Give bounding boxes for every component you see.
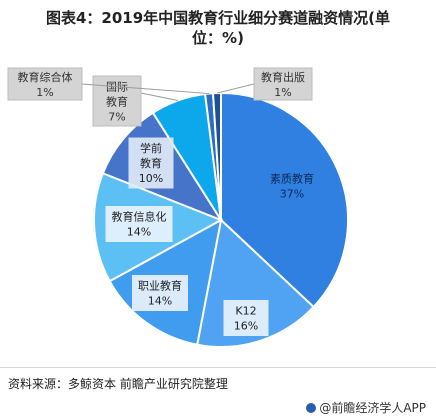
chart-title-line2: 位：%)	[192, 29, 244, 47]
chart-title-line1: 图表4：2019年中国教育行业细分赛道融资情况(单	[45, 9, 391, 27]
slice-label-2: 职业教育 14%	[132, 275, 188, 311]
callout-box-6	[7, 67, 83, 101]
slice-label-text-4: 教育	[140, 156, 162, 170]
slice-label-text-2: 14%	[148, 295, 172, 308]
slice-label-box-4	[128, 137, 174, 189]
slice-label-text-1: K12	[235, 305, 256, 318]
leader-line-7	[216, 83, 255, 94]
slice-label-text-0: 37%	[280, 188, 304, 201]
brand-text: @前瞻经济学人APP	[319, 401, 426, 415]
slice-label-3: 教育信息化 14%	[105, 206, 173, 242]
slice-label-0: 素质教育 37%	[270, 172, 314, 201]
callout-label-5: 7%	[108, 111, 125, 124]
slice-label-text-3: 教育信息化	[112, 210, 167, 224]
callout-box-7	[253, 67, 313, 101]
slice-label-box-1	[223, 300, 269, 336]
slice-label-box-3	[105, 206, 173, 242]
brand-logo-icon	[306, 403, 317, 413]
callout-label-6: 教育综合体	[18, 70, 73, 84]
callout-label-5: 教育	[106, 95, 128, 109]
chart-title: 图表4：2019年中国教育行业细分赛道融资情况(单 位：%)	[0, 8, 436, 48]
divider	[0, 367, 436, 368]
slice-label-text-1: 16%	[234, 320, 258, 333]
slice-label-text-3: 14%	[127, 226, 151, 239]
leader-line-5	[140, 92, 179, 101]
callout-box-5	[92, 75, 142, 127]
slice-label-box-2	[132, 275, 188, 311]
leader-line-6	[81, 83, 210, 95]
slice-label-text-4: 学前	[140, 141, 162, 155]
slice-label-text-4: 10%	[139, 172, 163, 185]
callout-label-6: 1%	[36, 86, 53, 99]
slice-label-text-2: 职业教育	[138, 279, 182, 293]
slice-label-text-0: 素质教育	[270, 172, 314, 186]
source-note: 资料来源：多鲸资本 前瞻产业研究院整理	[8, 377, 228, 391]
brand-footer: @前瞻经济学人APP	[306, 399, 426, 416]
callout-label-7: 1%	[274, 86, 291, 99]
callout-label-7: 教育出版	[261, 70, 305, 84]
